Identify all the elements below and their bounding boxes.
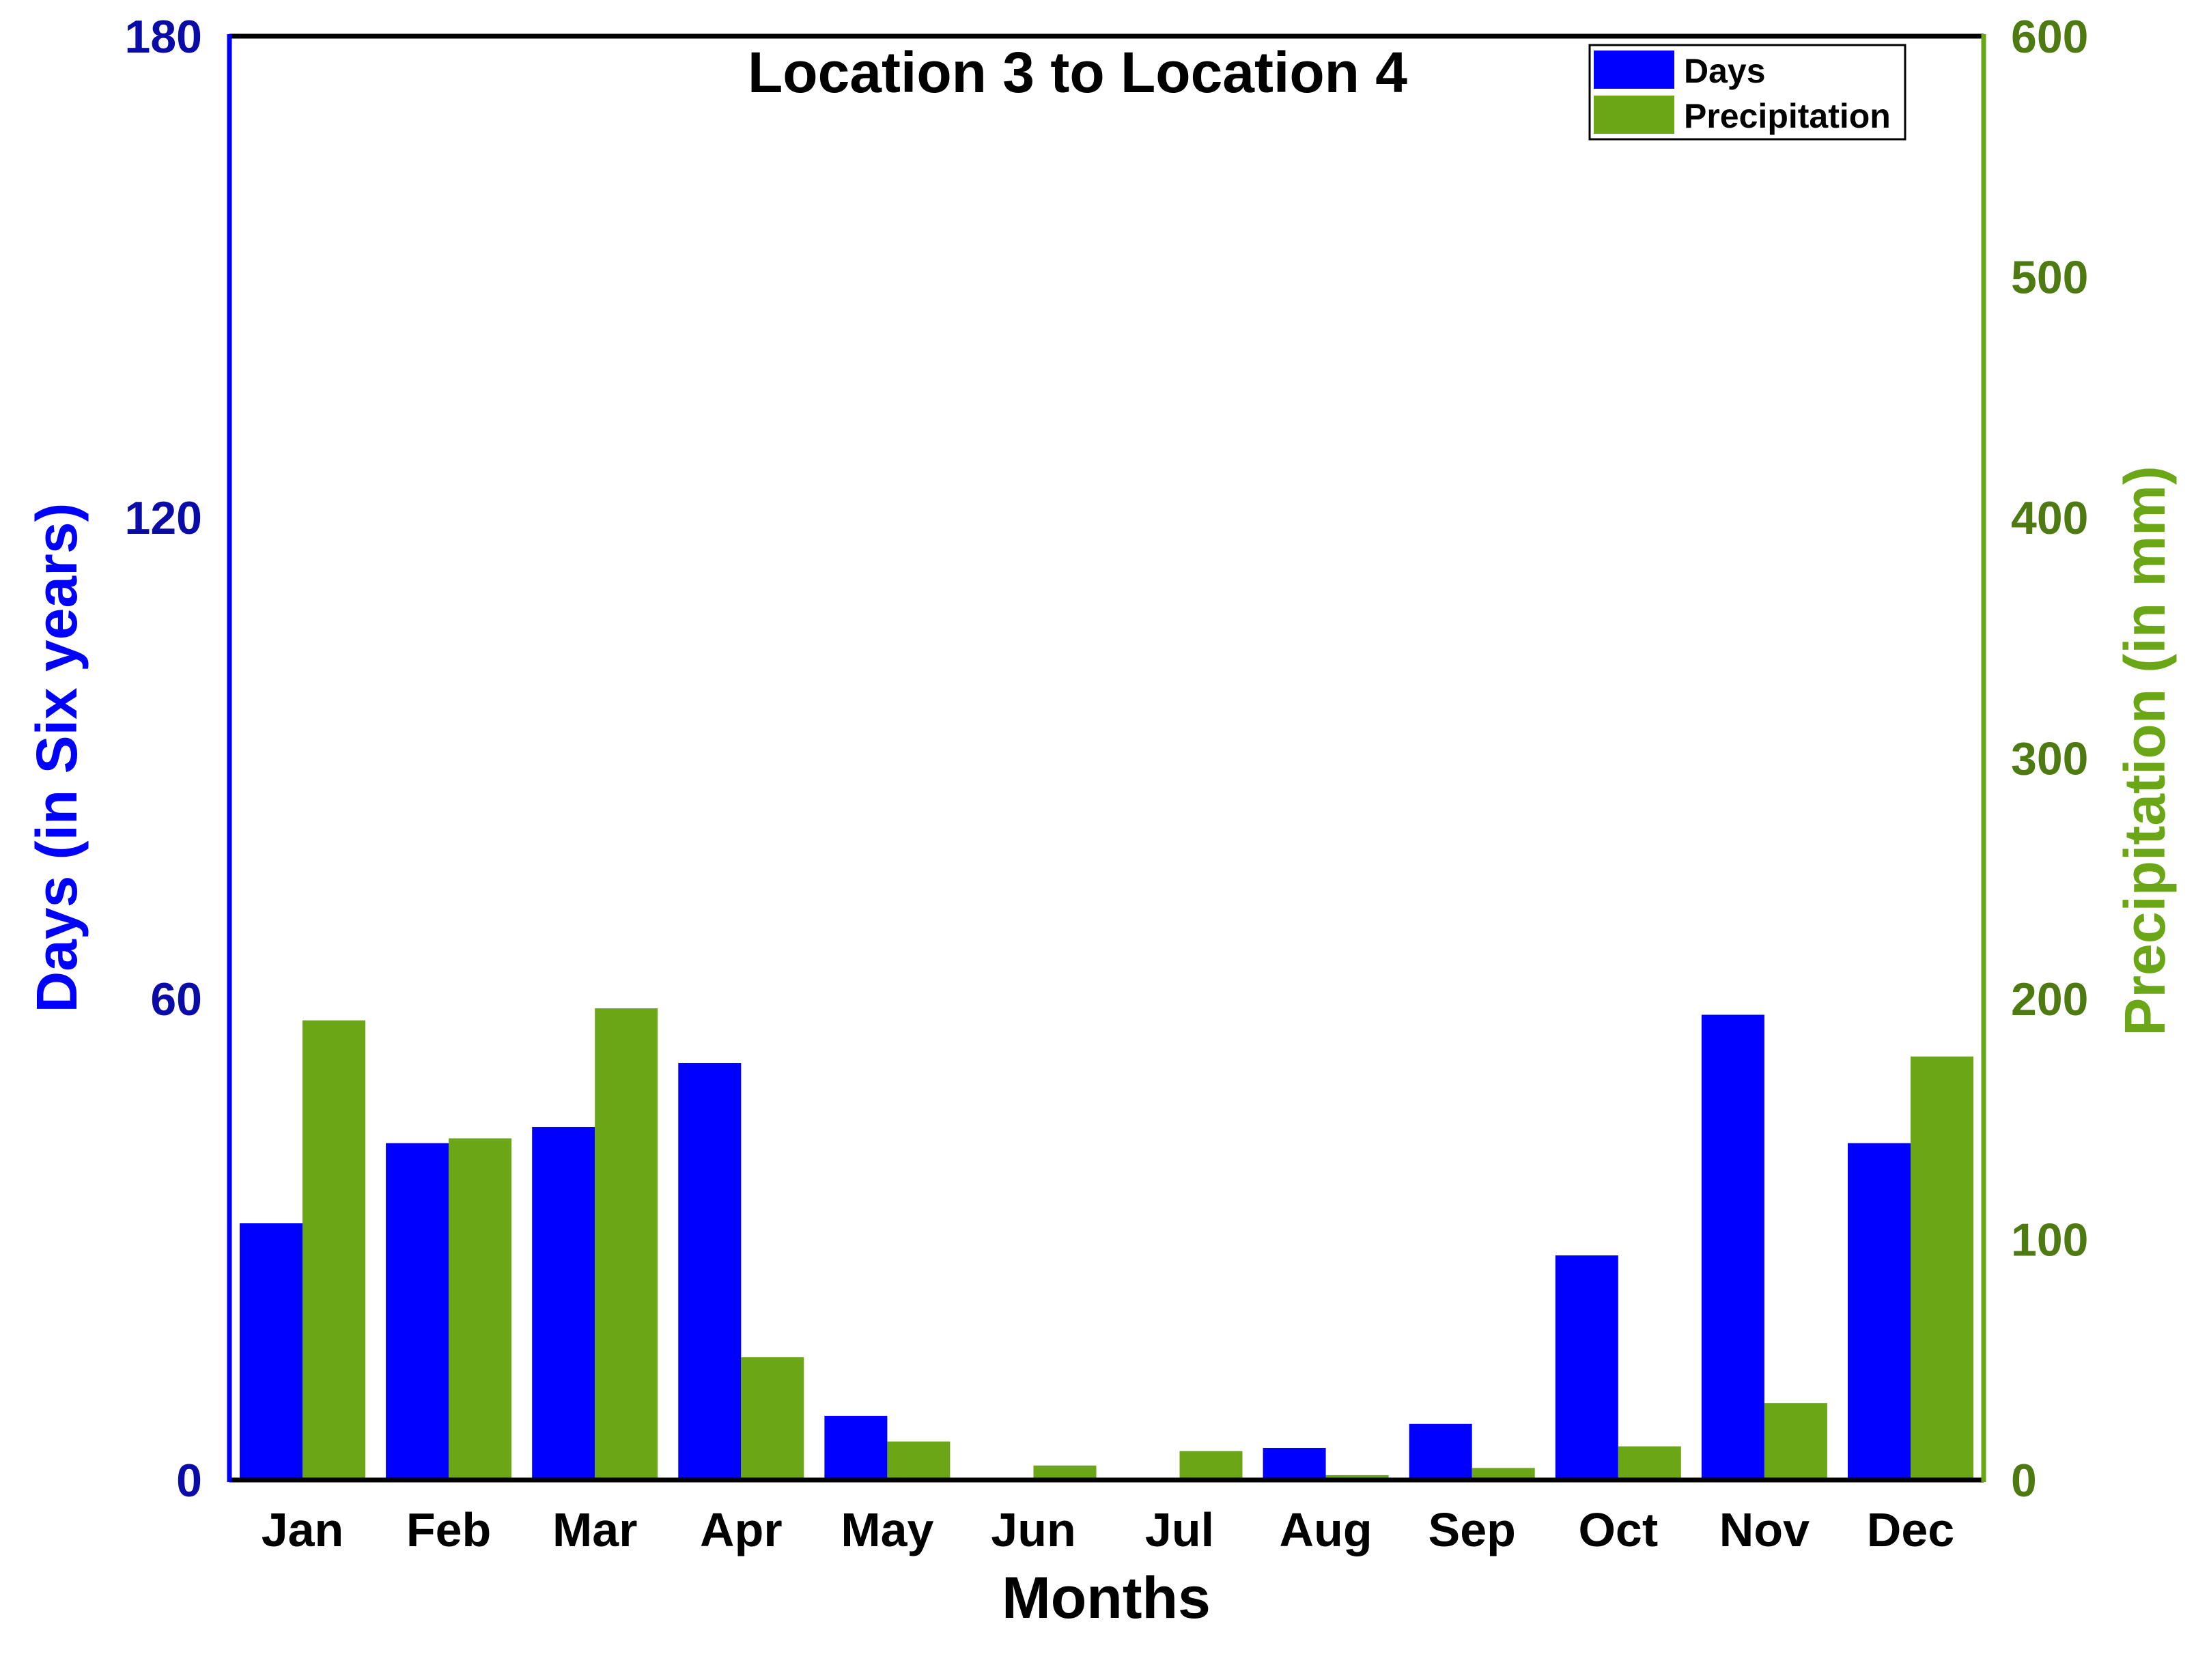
bar-precipitation-jun [1033, 1465, 1097, 1480]
x-tick-label: Dec [1867, 1503, 1954, 1556]
legend: Days Precipitation [1588, 44, 1906, 141]
x-tick-label: Aug [1280, 1503, 1372, 1556]
bar-precipitation-feb [449, 1138, 512, 1480]
bar-precipitation-may [887, 1441, 951, 1480]
left-tick-label: 0 [176, 1455, 202, 1507]
legend-swatch-precipitation [1594, 96, 1674, 134]
bar-days-nov [1701, 1014, 1764, 1480]
x-tick-label: May [841, 1503, 933, 1556]
right-tick-label: 300 [2011, 733, 2088, 785]
bar-precipitation-sep [1472, 1468, 1535, 1480]
right-tick-label: 100 [2011, 1214, 2088, 1266]
chart-title: Location 3 to Location 4 [748, 40, 1407, 104]
legend-swatch-days [1594, 51, 1674, 89]
bar-days-may [824, 1416, 888, 1480]
bar-precipitation-oct [1618, 1446, 1681, 1480]
bar-precipitation-nov [1764, 1403, 1827, 1480]
left-tick-labels: 0 60 120 180 [125, 11, 202, 1507]
bar-days-jan [240, 1223, 302, 1480]
bar-days-apr [678, 1063, 742, 1480]
right-tick-labels: 0 100 200 300 400 500 600 [2011, 11, 2088, 1507]
bar-days-dec [1848, 1143, 1911, 1480]
right-tick-label: 400 [2011, 492, 2088, 544]
bars-group [240, 1008, 1973, 1481]
bar-precipitation-dec [1911, 1056, 1973, 1480]
x-tick-label: Jan [262, 1503, 344, 1556]
x-tick-labels: Jan Feb Mar Apr May Jun Jul Aug Sep Oct Nov Dec [262, 1503, 1955, 1556]
right-tick-label: 600 [2011, 11, 2088, 63]
left-tick-label: 180 [125, 11, 202, 63]
left-axis-label: Days (in Six years) [25, 502, 89, 1012]
bar-days-sep [1409, 1423, 1472, 1481]
right-tick-label: 0 [2011, 1455, 2037, 1507]
left-tick-label: 120 [125, 492, 202, 544]
x-tick-label: Oct [1578, 1503, 1658, 1556]
bar-days-mar [532, 1127, 595, 1480]
legend-label-days: Days [1684, 52, 1766, 90]
bar-precipitation-aug [1325, 1475, 1389, 1480]
x-tick-label: Mar [552, 1503, 637, 1556]
x-tick-label: Jul [1145, 1503, 1214, 1556]
x-tick-label: Nov [1719, 1503, 1810, 1556]
x-axis-label: Months [1002, 1565, 1211, 1631]
right-tick-label: 200 [2011, 973, 2088, 1025]
bar-precipitation-apr [741, 1357, 804, 1480]
bar-precipitation-mar [595, 1008, 658, 1480]
legend-label-precipitation: Precipitation [1684, 97, 1891, 135]
bar-days-aug [1263, 1448, 1326, 1480]
bar-days-oct [1555, 1255, 1618, 1480]
bar-precipitation-jan [302, 1020, 365, 1480]
x-tick-label: Feb [406, 1503, 491, 1556]
x-tick-label: Apr [700, 1503, 783, 1556]
bar-days-feb [386, 1143, 449, 1480]
right-tick-label: 500 [2011, 252, 2088, 304]
right-axis-label: Precipitation (in mm) [2113, 466, 2177, 1036]
x-tick-label: Jun [991, 1503, 1075, 1556]
left-tick-label: 60 [150, 973, 202, 1025]
x-tick-label: Sep [1428, 1503, 1516, 1556]
bar-precipitation-jul [1179, 1451, 1243, 1480]
